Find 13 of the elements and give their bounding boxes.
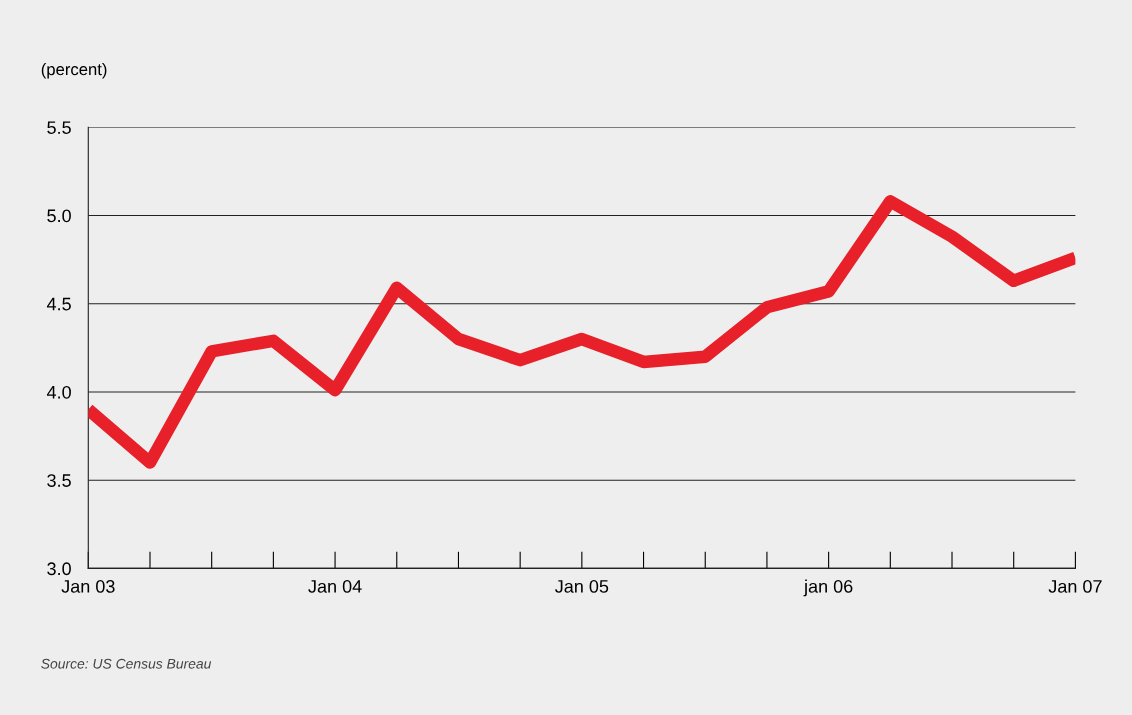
y-tick-label: 5.5 (47, 121, 71, 134)
source-note: Source: US Census Bureau (41, 658, 212, 669)
x-tick-label: Jan 04 (308, 580, 362, 593)
y-tick-label: 5.0 (47, 209, 71, 223)
y-tick-label: 3.5 (47, 474, 71, 487)
y-tick-label: 4.5 (46, 297, 71, 311)
x-tick-label: jan 06 (803, 579, 853, 597)
x-tick-label: Jan 05 (555, 580, 609, 593)
y-axis-title: (percent) (41, 63, 107, 79)
x-tick-label: Jan 07 (1048, 580, 1102, 593)
y-tick-label: 4.0 (46, 385, 71, 399)
y-tick-label: 3.0 (47, 562, 71, 576)
x-tick-label: Jan 03 (61, 580, 115, 593)
